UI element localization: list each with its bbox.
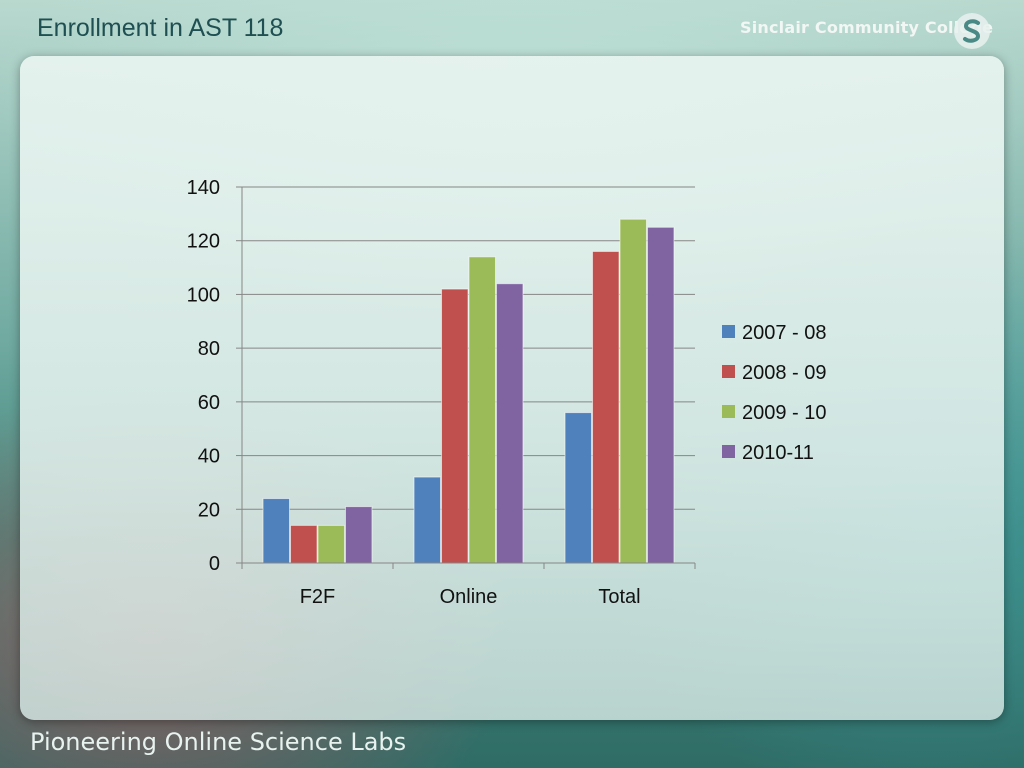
college-logo-icon bbox=[954, 13, 990, 49]
legend-swatch bbox=[722, 365, 735, 378]
axes: 0 20 40 60 80 100 120 140 F2F Online Total bbox=[187, 177, 696, 608]
legend-label: 2008 - 09 bbox=[742, 362, 827, 384]
bar-f2f-series-3 bbox=[317, 524, 345, 564]
bar-f2f-series-1 bbox=[262, 498, 291, 564]
x-tick-label: F2F bbox=[300, 586, 336, 608]
bar-f2f-series-2 bbox=[290, 524, 318, 564]
y-tick-label: 120 bbox=[187, 231, 220, 253]
slide-title: Enrollment in AST 118 bbox=[37, 14, 284, 42]
bar-f2f-series-4 bbox=[344, 506, 373, 564]
bars bbox=[262, 218, 675, 564]
legend-swatch bbox=[722, 325, 735, 338]
college-name: Sinclair Community College bbox=[740, 18, 994, 37]
legend: 2007 - 08 2008 - 09 2009 - 10 2010-11 bbox=[722, 322, 827, 464]
footer-text: Pioneering Online Science Labs bbox=[30, 728, 407, 756]
bar-online-series-4 bbox=[495, 283, 524, 564]
bar-total-series-3 bbox=[619, 218, 647, 564]
bar-online-series-3 bbox=[468, 256, 496, 564]
legend-label: 2010-11 bbox=[742, 442, 814, 464]
legend-swatch bbox=[722, 445, 735, 458]
y-tick-label: 140 bbox=[187, 177, 220, 199]
legend-swatch bbox=[722, 405, 735, 418]
bar-total-series-4 bbox=[646, 226, 675, 564]
y-tick-label: 100 bbox=[187, 284, 220, 306]
legend-label: 2007 - 08 bbox=[742, 322, 827, 344]
y-tick-label: 0 bbox=[209, 553, 220, 575]
bar-total-series-1 bbox=[564, 412, 593, 564]
x-tick-label: Online bbox=[440, 586, 498, 608]
y-tick-label: 80 bbox=[198, 338, 220, 360]
y-tick-label: 60 bbox=[198, 392, 220, 414]
bar-total-series-2 bbox=[592, 250, 620, 564]
bar-online-series-1 bbox=[413, 476, 442, 564]
y-tick-label: 40 bbox=[198, 446, 220, 468]
x-tick-label: Total bbox=[598, 586, 640, 608]
legend-label: 2009 - 10 bbox=[742, 402, 827, 424]
y-tick-label: 20 bbox=[198, 499, 220, 521]
bar-online-series-2 bbox=[441, 288, 469, 564]
